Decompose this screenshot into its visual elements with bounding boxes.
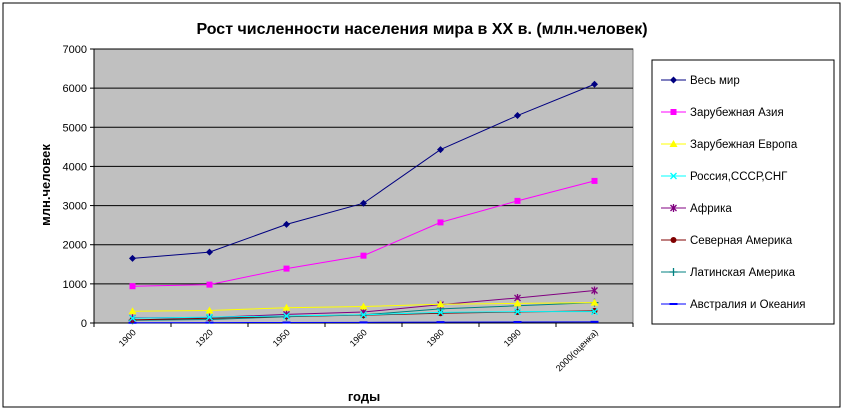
data-point <box>437 308 444 316</box>
legend-label: Африка <box>690 203 732 215</box>
legend-label: Северная Америка <box>690 235 793 247</box>
y-tick-label: 6000 <box>63 83 87 95</box>
data-point <box>283 220 290 228</box>
data-point <box>591 177 598 184</box>
x-axis-label: годы <box>348 389 380 404</box>
plot-background <box>93 48 634 324</box>
data-point <box>437 146 444 154</box>
legend-label: Весь мир <box>690 75 740 87</box>
legend-marker <box>670 76 677 84</box>
data-point <box>206 248 213 256</box>
y-tick-label: 2000 <box>63 240 87 252</box>
data-point <box>206 281 213 288</box>
y-tick-label: 4000 <box>63 161 87 173</box>
chart-title: Рост численности населения мира в XX в. … <box>196 21 647 38</box>
y-tick-label: 3000 <box>63 201 87 213</box>
legend-label: Австралия и Океания <box>690 299 806 311</box>
data-point <box>591 286 598 295</box>
legend-marker <box>669 268 678 276</box>
legend: Весь мир Зарубежная Азия Зарубежная Европа… <box>651 59 835 325</box>
data-point <box>205 306 214 314</box>
data-point <box>437 219 444 226</box>
legend-box <box>651 59 835 325</box>
legend-label: Зарубежная Европа <box>690 139 798 151</box>
data-point <box>283 312 290 320</box>
data-point <box>591 80 598 88</box>
y-tick-label: 0 <box>81 318 87 330</box>
data-point <box>590 298 599 306</box>
data-point <box>129 254 136 262</box>
data-point <box>591 308 598 316</box>
data-point <box>360 311 367 319</box>
legend-label: Латинская Америка <box>690 267 796 279</box>
data-point <box>514 197 521 204</box>
legend-marker <box>670 237 677 243</box>
legend-marker <box>670 172 677 180</box>
legend-marker <box>669 140 678 147</box>
legend-label: Зарубежная Азия <box>690 107 784 119</box>
data-point <box>283 265 290 272</box>
data-point <box>359 302 368 310</box>
data-point <box>282 303 291 311</box>
y-tick-label: 7000 <box>63 44 87 56</box>
data-point <box>206 313 213 321</box>
y-axis-label: млн.человек <box>38 144 53 226</box>
data-point <box>129 314 136 322</box>
data-point <box>128 307 137 315</box>
legend-marker <box>670 204 677 212</box>
data-point <box>360 199 367 207</box>
data-point <box>129 283 136 290</box>
data-point <box>514 112 521 120</box>
data-point <box>436 300 445 308</box>
y-tick-label: 5000 <box>63 122 87 134</box>
legend-marker <box>670 109 677 115</box>
data-point <box>513 299 522 307</box>
y-tick-label: 1000 <box>63 279 87 291</box>
data-point <box>360 252 367 259</box>
legend-label: Россия,СССР,СНГ <box>690 171 788 183</box>
data-point <box>514 308 521 316</box>
